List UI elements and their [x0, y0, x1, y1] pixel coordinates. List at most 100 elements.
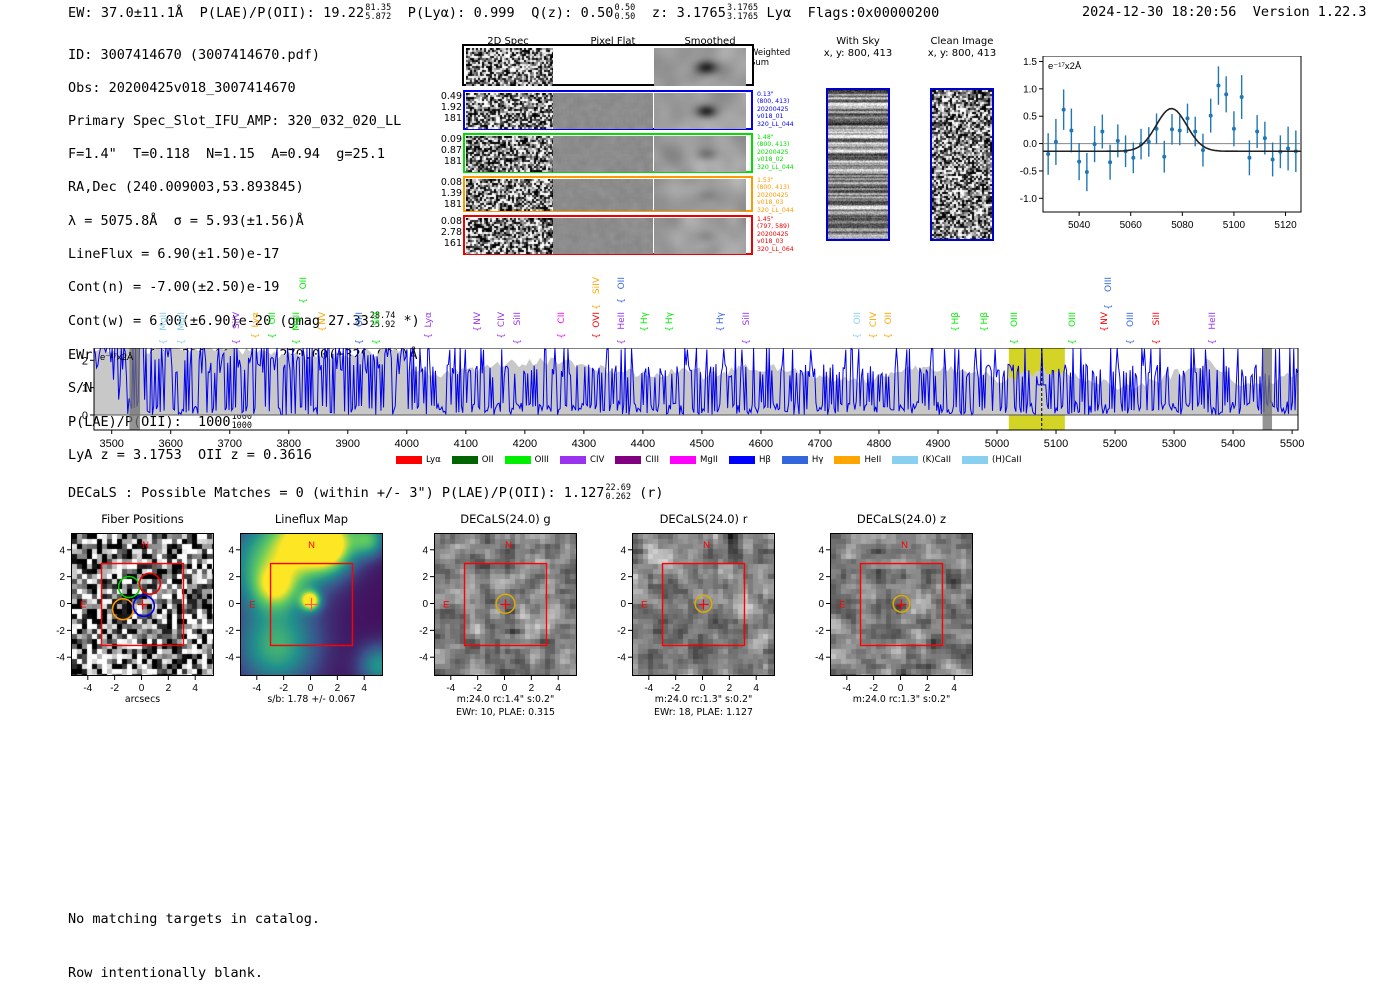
legend-swatch [961, 456, 988, 464]
cutout-overlay: NE [249, 540, 354, 647]
info-line-lambda: λ = 5075.8Å σ = 5.93(±1.56)Å [68, 212, 304, 229]
cutout-x-tick: 0 [502, 683, 508, 694]
emission-line-brace: { [497, 332, 507, 339]
emission-line-brace: { [716, 326, 726, 333]
fit-y-tick: -0.5 [1020, 166, 1038, 177]
legend-label: HeII [864, 455, 882, 465]
cutout-y-tick: 2 [620, 572, 626, 583]
emission-line-label: MgII [159, 312, 169, 331]
emission-line-brace: { [159, 338, 169, 345]
fiber-stats-label: 0.49 1.92 181 [436, 91, 462, 124]
spectrum-x-tick: 4600 [749, 438, 773, 450]
cutout-x-tick: -2 [110, 683, 119, 694]
info-line-lineflux: LineFlux = 6.90(±1.50)e-17 [68, 245, 280, 262]
fit-y-tick: 0.5 [1023, 112, 1037, 123]
cutout-title: DECaLS(24.0) r [659, 512, 748, 526]
info-line-radec: RA,Dec (240.009003,53.893845) [68, 179, 304, 196]
spectrum-masked-region [1262, 348, 1273, 430]
sky-cutout-canvas [932, 90, 992, 239]
sky-cutout-coords: x, y: 800, 413 [823, 48, 893, 59]
emission-line-brace: { [473, 326, 483, 333]
fit-gaussian-curve [1043, 107, 1301, 153]
emission-line-label: MgII [292, 312, 302, 331]
cutout-overlay: NE [443, 540, 548, 647]
col-header-2dspec: 2D Spec [487, 36, 529, 47]
footer-line-2: Row intentionally blank. [68, 965, 264, 981]
cutout-y-tick: 4 [59, 545, 65, 556]
cutout-red-box [100, 562, 185, 647]
spectrum-x-tick: 3500 [99, 438, 123, 450]
timestamp: 2024-12-30 18:20:56 [1082, 4, 1237, 20]
cutout-red-box [661, 562, 746, 647]
emission-line-label: NV [318, 312, 328, 325]
cutout-caption-line2: EWr: 10, PLAE: 0.315 [456, 706, 555, 718]
spec2d-fiber-row [463, 215, 753, 255]
legend-swatch [834, 456, 861, 464]
spectrum-x-tick: 5300 [1162, 438, 1186, 450]
spectrum-units-label: e⁻¹⁷x2Å [100, 352, 134, 363]
cutout-y-tick: -2 [419, 626, 428, 637]
spectrum-x-tick: 5500 [1280, 438, 1304, 450]
spectrum-x-tick: 4800 [867, 438, 891, 450]
col-header-smoothed: Smoothed [684, 36, 736, 47]
legend-label: CIV [589, 455, 605, 465]
spec2d-weighted-sum-row [462, 44, 754, 86]
cutout-x-tick: 4 [753, 683, 759, 694]
emission-line-legend: Lyα OII OIII CIV CIII MgII Hβ Hγ HeII (K)CaII (H)C… [396, 455, 1022, 465]
legend-swatch [728, 456, 755, 464]
cutout-aperture-circle [892, 594, 911, 613]
emission-line-brace: { [355, 338, 365, 345]
emission-line-label: Hβ [951, 312, 961, 325]
info-plae-hi: 1000 [231, 411, 253, 422]
cutout-red-box [463, 562, 548, 647]
fiber-smoothed-image [654, 179, 746, 211]
legend-label: Hβ [758, 455, 771, 465]
plae-label: P(LAE)/P(OII): [199, 4, 315, 21]
cutout-y-tick: 4 [228, 545, 234, 556]
compass-north-label: N [308, 540, 315, 551]
fiber-stats-label: 0.08 2.78 161 [436, 216, 462, 249]
info-line-seeing: F=1.4" T=0.118 N=1.15 A=0.94 g=25.1 [68, 146, 385, 163]
emission-line-brace: { [1126, 338, 1136, 345]
cutout-y-tick: -2 [815, 626, 824, 637]
fiber-id-info: 1.45" (797, 589) 20200425 v018_03 320_LL… [757, 216, 794, 253]
compass-north-label: N [505, 540, 512, 551]
fiber-aperture-circle [132, 594, 156, 618]
emission-line-label: CIV [869, 312, 879, 328]
header-meta: 2024-12-30 18:20:56 Version 1.22.3 [1082, 4, 1367, 20]
spectrum-y-tick: 0 [82, 410, 88, 422]
legend-swatch [670, 456, 696, 464]
version-label: Version 1.22.3 [1252, 4, 1367, 20]
spec2d-fiber-row [463, 133, 753, 173]
spectrum-x-tick: 4100 [454, 438, 478, 450]
emission-line-label: Lyα [251, 312, 261, 328]
spec2d-fiber-row [463, 176, 753, 212]
contw-lo: 25.92 [369, 320, 396, 331]
cutout-caption: m:24.0 rc:1.4" s:0.2" EWr: 10, PLAE: 0.31… [400, 694, 611, 719]
emission-line-label: NV [1100, 312, 1110, 325]
fit-y-tick: 1.5 [1023, 57, 1037, 68]
emission-line-brace: { [299, 297, 309, 304]
info-line-redshifts: LyA z = 3.1753 OII z = 0.3616 [68, 447, 312, 464]
cutout-y-tick: -2 [225, 626, 234, 637]
cutout-x-tick: -4 [842, 683, 851, 694]
emission-line-brace: { [557, 332, 567, 339]
fiber-smoothed-image [654, 93, 746, 129]
emission-line-brace: { [1208, 338, 1218, 345]
emission-line-label: SiII [742, 312, 752, 326]
legend-item: MgII [670, 455, 718, 465]
cutout-overlay: NE [641, 540, 746, 647]
fiber-stat-value: 0.87 [440, 144, 462, 156]
emission-line-brace: { [742, 338, 752, 345]
plae-hi: 81.35 [365, 3, 392, 13]
fit-data-points [1046, 66, 1298, 192]
emission-line-label: SiII [513, 312, 523, 326]
flags-label: Flags:0x00000200 [807, 4, 940, 21]
decals-hi: 22.69 [605, 483, 632, 493]
fiber-pixelflat-image [553, 218, 653, 254]
